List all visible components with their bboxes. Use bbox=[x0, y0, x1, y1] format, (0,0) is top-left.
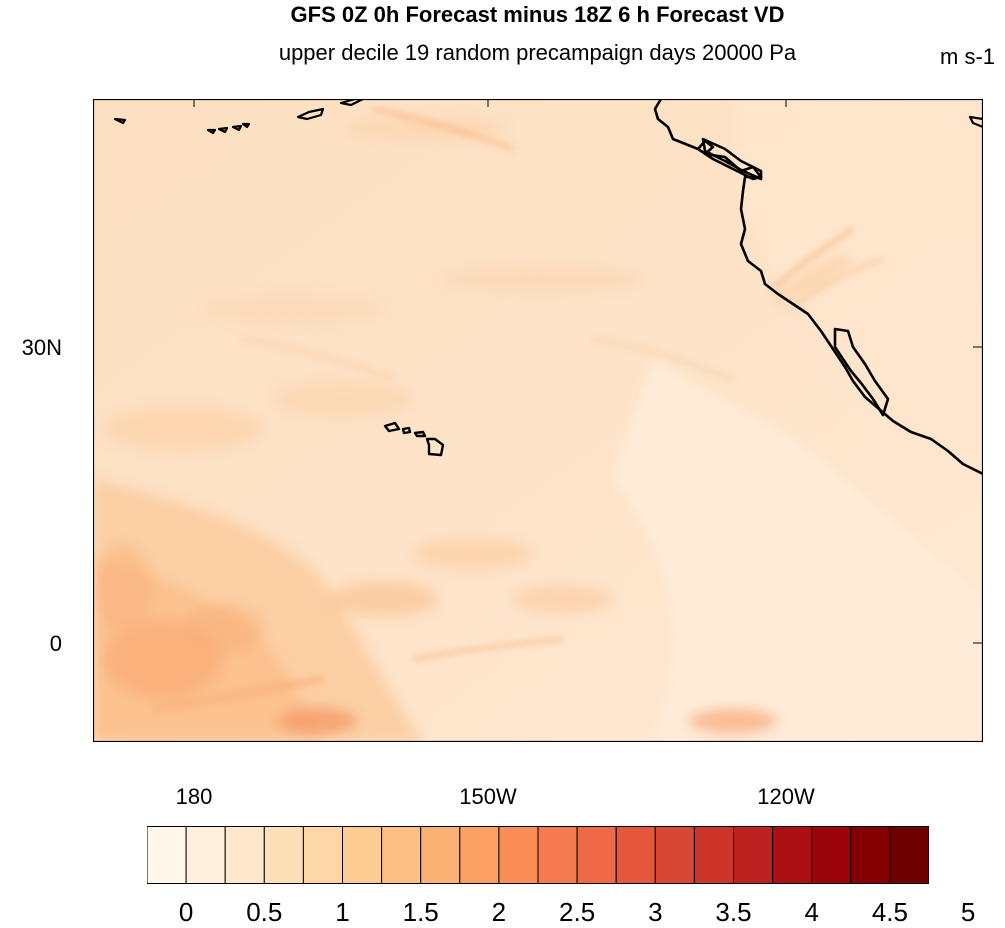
colorbar-swatch bbox=[263, 826, 304, 884]
colorbar-swatch bbox=[420, 826, 461, 884]
colorbar-label: 5 bbox=[960, 897, 976, 927]
colorbar-label: 0 bbox=[178, 897, 194, 927]
field-shading bbox=[93, 99, 983, 742]
colorbar-swatch bbox=[654, 826, 695, 884]
map-panel bbox=[93, 99, 983, 742]
colorbar-label: 3 bbox=[648, 897, 663, 927]
field-streaks bbox=[152, 106, 884, 713]
colorbar-swatch bbox=[733, 826, 774, 884]
lat-label-30n: 30N bbox=[21, 335, 62, 360]
colorbar-swatch bbox=[772, 826, 813, 884]
colorbar-label: 0.5 bbox=[246, 897, 283, 927]
lat-label-equator: 0 bbox=[49, 631, 62, 656]
colorbar-swatch bbox=[576, 826, 617, 884]
colorbar-swatch bbox=[693, 826, 735, 884]
baja-california bbox=[833, 327, 890, 417]
colorbar-swatch bbox=[459, 826, 500, 884]
lon-label-120w: 120W bbox=[757, 784, 815, 809]
colorbar-swatch bbox=[185, 826, 226, 884]
lon-label-180: 180 bbox=[175, 784, 213, 809]
northern-islands bbox=[113, 99, 983, 135]
colorbar-label: 4.5 bbox=[871, 897, 908, 927]
colorbar-swatch bbox=[615, 826, 656, 884]
colorbar-swatch bbox=[811, 826, 852, 884]
lon-label-150w: 150W bbox=[459, 784, 517, 809]
puget-sound-coast bbox=[696, 147, 763, 181]
hawaiian-islands bbox=[383, 421, 445, 457]
map-subtitle: upper decile 19 random precampaign days … bbox=[278, 40, 797, 65]
colorbar-label: 2 bbox=[491, 897, 507, 927]
colorbar-swatch bbox=[850, 826, 891, 884]
colorbar-swatch bbox=[224, 826, 265, 884]
units-label: m s-1 bbox=[940, 44, 995, 69]
colorbar-label: 1 bbox=[335, 897, 350, 927]
colorbar-label: 4 bbox=[804, 897, 819, 927]
map-border bbox=[93, 99, 983, 742]
colorbar-swatch bbox=[889, 826, 930, 884]
colorbar-swatch bbox=[146, 826, 187, 884]
colorbar-swatch bbox=[537, 826, 578, 884]
map-title: GFS 0Z 0h Forecast minus 18Z 6 h Forecas… bbox=[290, 2, 785, 27]
colorbar-swatch bbox=[498, 826, 539, 884]
colorbar-swatch bbox=[302, 826, 343, 884]
map-ticks bbox=[193, 99, 983, 644]
coastlines bbox=[113, 99, 983, 476]
colorbar bbox=[146, 826, 930, 884]
map-plot bbox=[93, 99, 983, 742]
vancouver-island bbox=[701, 137, 763, 181]
colorbar-label: 1.5 bbox=[402, 897, 439, 927]
colorbar-swatch bbox=[381, 826, 422, 884]
colorbar-label: 3.5 bbox=[715, 897, 752, 927]
colorbar-swatches bbox=[146, 826, 930, 884]
colorbar-label: 2.5 bbox=[559, 897, 596, 927]
colorbar-swatch bbox=[342, 826, 383, 884]
